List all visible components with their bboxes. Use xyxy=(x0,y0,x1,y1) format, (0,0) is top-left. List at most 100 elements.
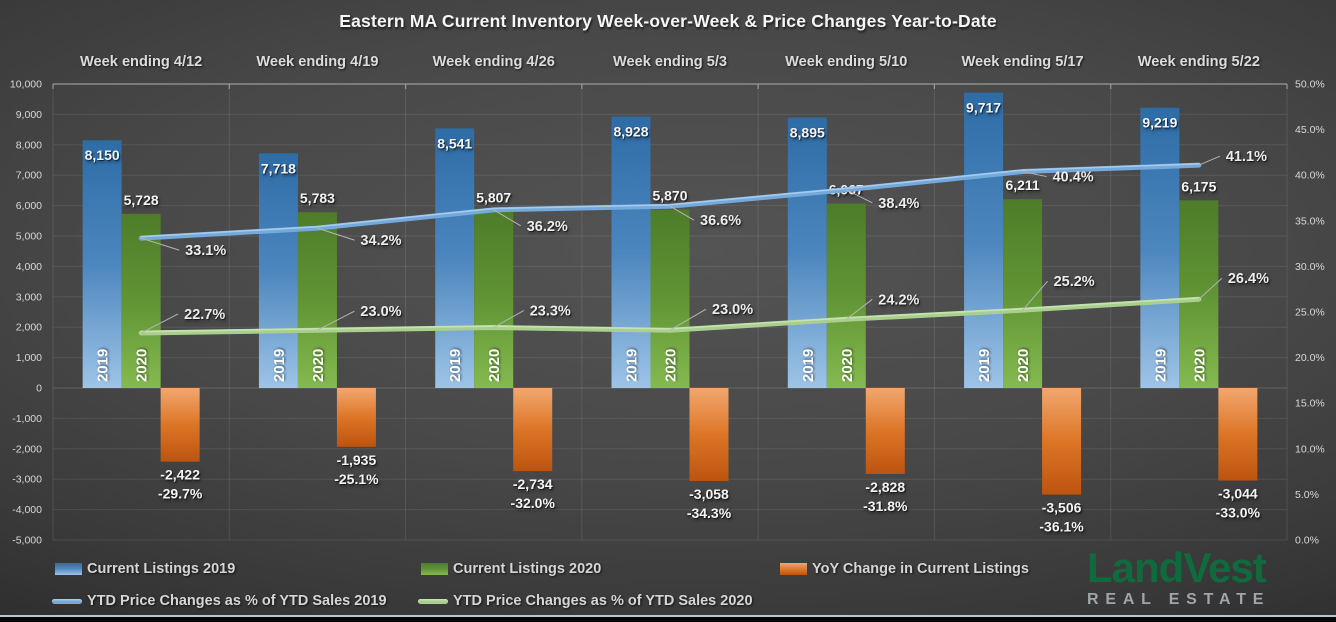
bar-2019 xyxy=(1140,107,1180,388)
y-axis-left-label: 9,000 xyxy=(16,109,42,121)
y-axis-right-label: 10.0% xyxy=(1295,443,1325,455)
bar-2019 xyxy=(82,140,122,388)
legend-swatch-bar-blue xyxy=(55,563,82,575)
bar-year-label: 2019 xyxy=(1152,349,1169,382)
leader-line xyxy=(1198,155,1221,166)
bar-2019 xyxy=(435,128,475,388)
y-axis-right-label: 0.0% xyxy=(1295,535,1319,547)
legend-label: Current Listings 2019 xyxy=(87,561,236,577)
logo-tagline: REAL ESTATE xyxy=(1087,591,1271,609)
y-axis-right-label: 30.0% xyxy=(1295,261,1325,273)
bar-value-label: -1,935 xyxy=(337,452,377,468)
bar-value-label: 5,870 xyxy=(652,188,687,204)
y-axis-right-label: 25.0% xyxy=(1295,307,1325,319)
y-axis-left-label: -4,000 xyxy=(12,504,42,516)
line-pct-label: 23.0% xyxy=(360,304,401,320)
y-axis-right-label: 35.0% xyxy=(1295,215,1325,227)
bar-value-label: -3,058 xyxy=(689,486,729,502)
bar-2019 xyxy=(787,117,827,388)
bar-year-label: 2020 xyxy=(486,349,503,382)
y-axis-left-label: 6,000 xyxy=(16,200,42,212)
bar-yoy-change xyxy=(513,388,553,472)
bar-year-label: 2020 xyxy=(1015,349,1032,382)
bar-value-label: 5,807 xyxy=(476,189,511,205)
line-pct-label: 36.6% xyxy=(700,213,741,229)
bar-year-label: 2020 xyxy=(839,349,856,382)
bar-value-label: 6,211 xyxy=(1005,177,1039,193)
bar-value-label: -2,422 xyxy=(160,467,200,483)
y-axis-left-label: -2,000 xyxy=(12,443,42,455)
bar-2019 xyxy=(964,92,1004,388)
y-axis-left-label: 4,000 xyxy=(16,261,42,273)
legend-label: YTD Price Changes as % of YTD Sales 2020 xyxy=(453,593,753,609)
y-axis-left-label: 7,000 xyxy=(16,170,42,182)
bar-yoy-change xyxy=(1042,388,1082,495)
line-pct-label: 34.2% xyxy=(360,233,401,249)
bar-year-label: 2019 xyxy=(800,349,817,382)
legend-swatch-line-green xyxy=(418,598,448,604)
y-axis-left-label: 0 xyxy=(36,383,42,395)
line-highlight xyxy=(140,297,1200,333)
line-pct-label: 25.2% xyxy=(1054,274,1095,290)
leader-line xyxy=(1022,171,1047,178)
bar-2020 xyxy=(650,209,690,388)
y-axis-left-label: 10,000 xyxy=(10,79,42,91)
bar-value-label: 5,783 xyxy=(300,190,335,206)
bottom-border xyxy=(0,615,1336,622)
legend-item: YTD Price Changes as % of YTD Sales 2019 xyxy=(52,592,387,610)
bar-pct-label: -31.8% xyxy=(863,498,908,514)
line-pct-label: 36.2% xyxy=(527,219,568,235)
y-axis-right-label: 50.0% xyxy=(1295,79,1325,91)
week-header: Week ending 4/12 xyxy=(80,54,202,70)
week-header: Week ending 5/10 xyxy=(785,54,907,70)
logo-wordmark: LandVest xyxy=(1087,544,1267,591)
line-pct-label: 38.4% xyxy=(878,196,919,212)
bar-year-label: 2020 xyxy=(134,349,151,382)
leader-line xyxy=(140,237,180,251)
leader-line xyxy=(1022,280,1048,311)
y-axis-left-label: 3,000 xyxy=(16,291,42,303)
bar-year-label: 2020 xyxy=(310,349,327,382)
bar-value-label: 8,150 xyxy=(85,147,120,163)
bar-yoy-change xyxy=(160,388,200,462)
line-pct-label: 24.2% xyxy=(878,292,919,308)
week-header: Week ending 5/17 xyxy=(961,54,1083,70)
line-pct-label: 23.3% xyxy=(530,304,571,320)
y-axis-right-label: 45.0% xyxy=(1295,124,1325,136)
week-header: Week ending 5/22 xyxy=(1138,54,1260,70)
leader-line xyxy=(317,310,355,331)
bar-2019 xyxy=(611,116,651,388)
y-axis-left-label: 5,000 xyxy=(16,231,42,243)
bar-value-label: 7,718 xyxy=(261,160,296,176)
bar-pct-label: -36.1% xyxy=(1039,519,1084,535)
bar-year-label: 2019 xyxy=(447,349,464,382)
bar-year-label: 2020 xyxy=(1191,349,1208,382)
week-header: Week ending 4/19 xyxy=(256,54,378,70)
bar-pct-label: -34.3% xyxy=(687,505,732,521)
chart-title: Eastern MA Current Inventory Week-over-W… xyxy=(339,11,997,31)
bar-2020 xyxy=(1179,200,1219,388)
legend-item: Current Listings 2020 xyxy=(421,560,601,578)
bar-2020 xyxy=(474,211,514,388)
leader-line xyxy=(493,209,521,227)
y-axis-left-label: 8,000 xyxy=(16,139,42,151)
line-pct-label: 22.7% xyxy=(184,307,225,323)
y-axis-left-label: -5,000 xyxy=(12,535,42,547)
y-axis-left-label: 1,000 xyxy=(16,352,42,364)
bar-year-label: 2019 xyxy=(271,349,288,382)
legend-item: Current Listings 2019 xyxy=(55,560,235,578)
y-axis-right-label: 20.0% xyxy=(1295,352,1325,364)
legend-label: Current Listings 2020 xyxy=(453,561,602,577)
legend-label: YoY Change in Current Listings xyxy=(812,561,1029,577)
bar-2020 xyxy=(121,213,161,388)
bar-year-label: 2020 xyxy=(663,349,680,382)
bar-pct-label: -32.0% xyxy=(511,495,556,511)
bar-2020 xyxy=(826,203,866,388)
bar-year-label: 2019 xyxy=(976,349,993,382)
leader-line xyxy=(493,310,524,328)
leader-line xyxy=(846,189,873,204)
y-axis-left-label: -3,000 xyxy=(12,474,42,486)
bar-pct-label: -33.0% xyxy=(1216,505,1261,521)
